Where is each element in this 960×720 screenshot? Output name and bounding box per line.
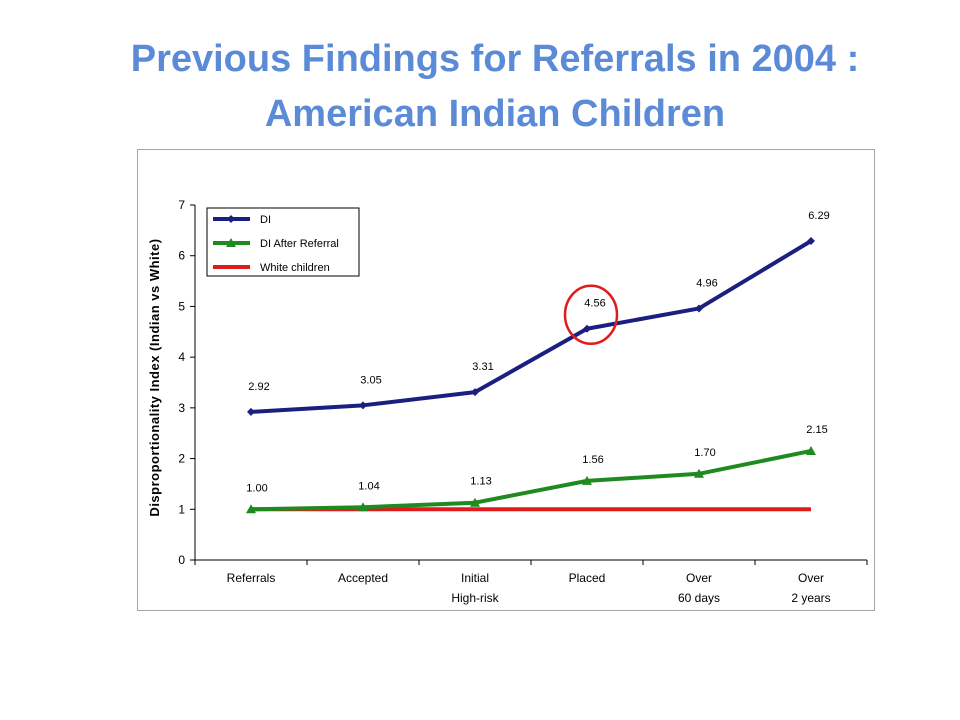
data-point-di-after-referral (806, 445, 816, 455)
x-tick-label: Over (686, 571, 712, 585)
x-tick-label: Referrals (227, 571, 276, 585)
y-tick-label: 5 (178, 299, 185, 313)
data-point-di (695, 304, 703, 313)
data-label-di-after-referral: 1.56 (582, 454, 603, 466)
y-tick-label: 2 (178, 452, 185, 466)
data-label-di-after-referral: 1.13 (470, 476, 491, 488)
y-tick-label: 1 (178, 502, 185, 516)
data-label-di: 3.05 (360, 374, 381, 386)
y-tick-label: 3 (178, 401, 185, 415)
slide-title-line-2: American Indian Children (264, 93, 726, 135)
x-tick-label: Accepted (338, 571, 388, 585)
data-point-di-after-referral (694, 468, 704, 478)
legend-label-di: DI (260, 214, 271, 226)
y-tick-label: 7 (178, 198, 185, 212)
data-label-di-after-referral: 1.00 (246, 482, 267, 494)
data-point-di-after-referral (470, 497, 480, 507)
x-tick-label: Over (798, 571, 824, 585)
data-point-di-after-referral (582, 475, 592, 485)
data-label-di: 6.29 (808, 210, 829, 222)
data-label-di-after-referral: 2.15 (806, 424, 827, 436)
data-label-di: 4.56 (584, 298, 605, 310)
x-tick-label: Initial (461, 571, 489, 585)
highlight-circle (563, 284, 619, 345)
series-line-di (250, 239, 813, 414)
x-tick-label: High-risk (451, 591, 499, 605)
legend-marker-di (227, 215, 235, 223)
legend-label-di-after-referral: DI After Referral (260, 238, 339, 250)
data-point-di-after-referral (358, 502, 368, 512)
y-axis-title: Disproportionality Index (Indian vs Whit… (147, 238, 162, 516)
data-point-di (583, 324, 591, 333)
x-tick-label: 60 days (678, 591, 720, 605)
slide-title-line-1: Previous Findings for Referrals in 2004 … (130, 38, 860, 80)
data-label-di: 3.31 (472, 361, 493, 373)
x-tick-label: 2 years (791, 591, 830, 605)
x-tick-label: Placed (569, 571, 606, 585)
legend-marker-di-after-referral (226, 238, 236, 247)
y-tick-label: 6 (178, 249, 185, 263)
data-label-di: 4.96 (696, 277, 717, 289)
data-label-di-after-referral: 1.04 (358, 480, 379, 492)
legend-label-white-children: White children (260, 262, 330, 274)
data-point-di (807, 237, 815, 246)
y-tick-label: 0 (178, 553, 185, 567)
data-point-di (471, 388, 479, 397)
y-tick-label: 4 (178, 350, 185, 364)
data-point-di-after-referral (246, 504, 256, 514)
data-point-di (247, 407, 255, 416)
data-point-di (359, 401, 367, 410)
data-label-di-after-referral: 1.70 (694, 447, 715, 459)
series-line-di-after-referral (250, 449, 812, 512)
data-label-di: 2.92 (248, 381, 269, 393)
slide-title: Previous Findings for Referrals in 2004 … (0, 32, 960, 142)
